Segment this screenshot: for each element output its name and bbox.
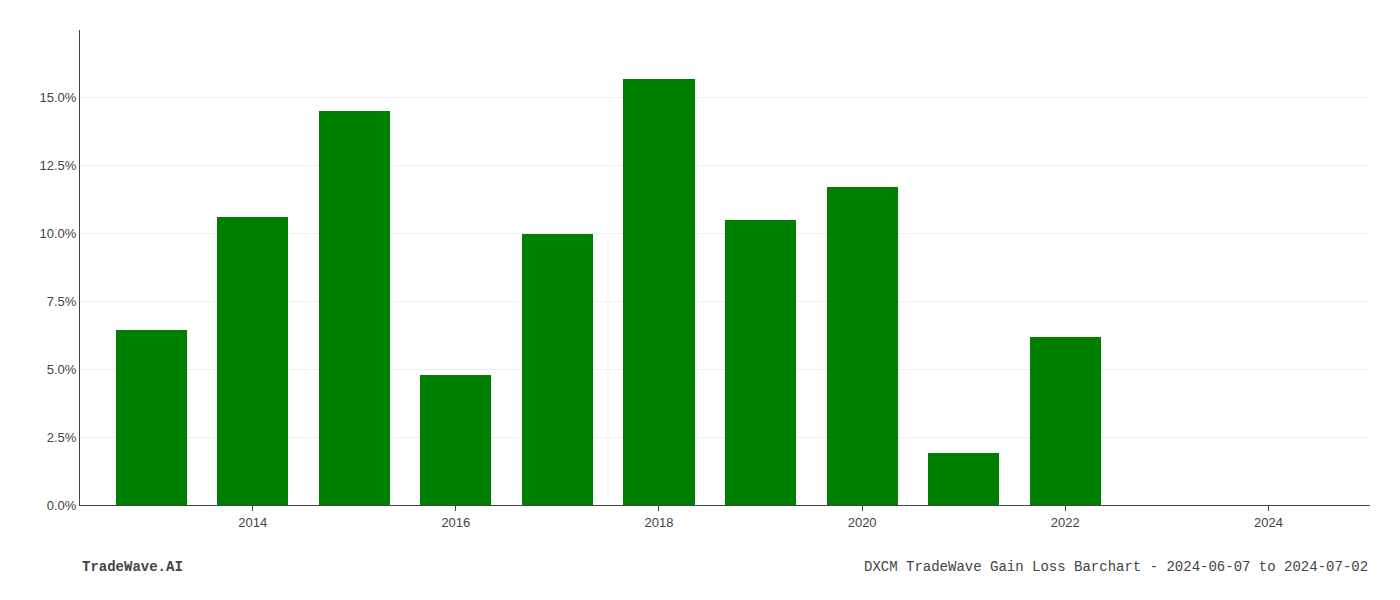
svg-text:2.5%: 2.5% bbox=[47, 430, 77, 445]
svg-text:2016: 2016 bbox=[441, 515, 470, 530]
svg-text:5.0%: 5.0% bbox=[47, 362, 77, 377]
svg-text:TradeWave.AI: TradeWave.AI bbox=[82, 559, 183, 575]
svg-text:0.0%: 0.0% bbox=[47, 498, 77, 513]
svg-text:15.0%: 15.0% bbox=[40, 90, 77, 105]
svg-text:12.5%: 12.5% bbox=[40, 158, 77, 173]
svg-text:2014: 2014 bbox=[238, 515, 267, 530]
svg-text:2022: 2022 bbox=[1051, 515, 1080, 530]
svg-text:2020: 2020 bbox=[848, 515, 877, 530]
svg-text:7.5%: 7.5% bbox=[47, 294, 77, 309]
svg-text:DXCM TradeWave Gain Loss Barch: DXCM TradeWave Gain Loss Barchart - 2024… bbox=[864, 559, 1368, 575]
svg-text:10.0%: 10.0% bbox=[40, 226, 77, 241]
svg-text:2024: 2024 bbox=[1254, 515, 1283, 530]
svg-text:2018: 2018 bbox=[645, 515, 674, 530]
